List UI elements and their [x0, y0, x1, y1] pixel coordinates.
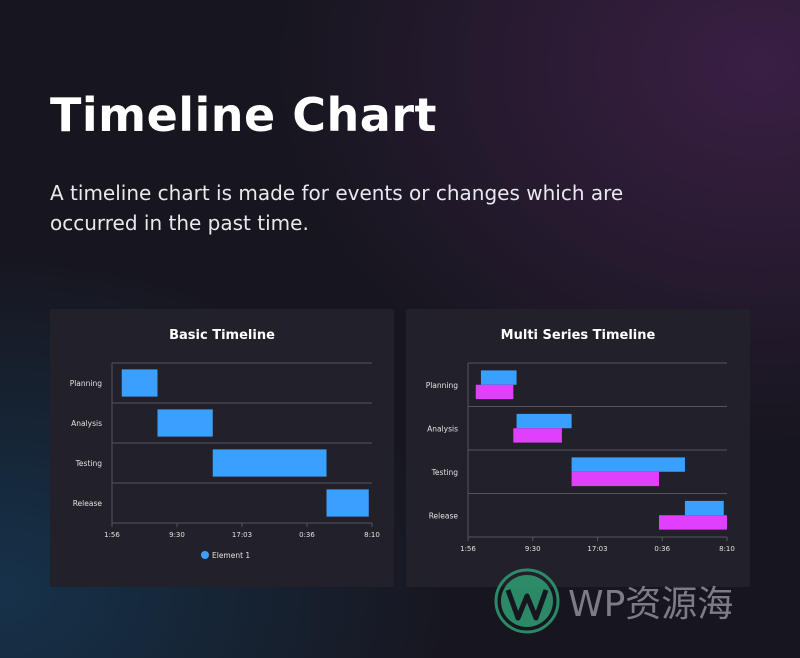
- timeline-bar: [513, 428, 562, 443]
- legend-label: Element 1: [212, 551, 250, 560]
- x-tick-label: 1:56: [104, 531, 120, 539]
- page-title: Timeline Chart: [50, 88, 437, 142]
- timeline-bar: [475, 384, 514, 400]
- x-tick-label: 8:10: [364, 531, 380, 539]
- chart-title: Basic Timeline: [169, 328, 275, 343]
- timeline-bar: [157, 409, 213, 437]
- page-description: A timeline chart is made for events or c…: [50, 181, 624, 235]
- x-tick-label: 8:10: [719, 545, 735, 553]
- category-label: Release: [429, 511, 459, 520]
- x-tick-label: 0:36: [299, 531, 315, 539]
- timeline-bar: [684, 500, 724, 516]
- category-label: Release: [73, 499, 103, 508]
- legend-marker: [201, 551, 209, 559]
- category-label: Planning: [426, 381, 459, 390]
- timeline-bar: [121, 369, 158, 397]
- x-tick-label: 0:36: [654, 545, 670, 553]
- timeline-bar: [516, 413, 572, 429]
- multi-series-timeline-card: Multi Series Timeline Planning Analysis Tes…: [406, 309, 750, 587]
- wordpress-logo-icon: [494, 568, 560, 634]
- category-label: Analysis: [427, 424, 458, 433]
- timeline-bar: [571, 471, 660, 487]
- timeline-bar: [326, 489, 369, 517]
- timeline-bar: [571, 457, 685, 472]
- x-tick-label: 1:56: [460, 545, 476, 553]
- multi-series-timeline-chart: Multi Series Timeline Planning Analysis Tes…: [426, 328, 735, 553]
- watermark: WP资源海: [494, 568, 733, 634]
- x-tick-label: 17:03: [587, 545, 607, 553]
- category-label: Planning: [70, 379, 103, 388]
- category-label: Testing: [75, 459, 103, 468]
- x-tick-label: 9:30: [169, 531, 185, 539]
- chart-title: Multi Series Timeline: [501, 328, 656, 343]
- category-label: Analysis: [71, 419, 102, 428]
- watermark-text: WP资源海: [568, 584, 734, 625]
- timeline-bar: [480, 370, 517, 385]
- category-label: Testing: [431, 468, 459, 477]
- basic-timeline-card: Basic Timeline Planning Analysis Testing Rel…: [50, 309, 394, 587]
- x-tick-label: 17:03: [232, 531, 252, 539]
- timeline-bar: [659, 515, 727, 530]
- timeline-bar: [212, 449, 327, 477]
- basic-timeline-chart: Basic Timeline Planning Analysis Testing Rel…: [70, 328, 380, 560]
- x-tick-label: 9:30: [525, 545, 541, 553]
